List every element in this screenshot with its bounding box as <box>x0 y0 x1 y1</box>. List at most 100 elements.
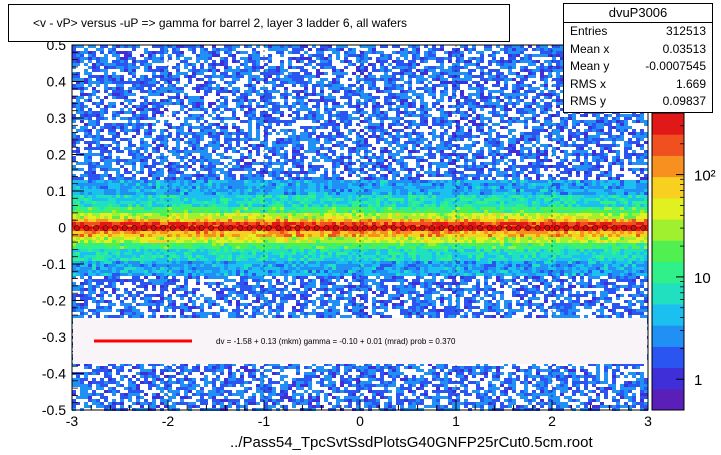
profile-point <box>438 225 445 231</box>
profile-point <box>630 225 637 231</box>
profile-point <box>141 225 147 231</box>
y-tick-label: 0.4 <box>47 74 67 90</box>
profile-point <box>419 225 426 231</box>
colorbar-tick-label: 10 <box>694 270 711 287</box>
profile-point <box>227 225 234 231</box>
profile-point <box>342 225 349 231</box>
stats-value: 1.669 <box>675 76 706 91</box>
y-tick-label: -0.5 <box>42 402 66 418</box>
profile-point <box>237 225 243 231</box>
profile-point <box>534 225 541 231</box>
profile-point <box>525 225 531 231</box>
profile-point <box>505 225 512 231</box>
profile-point <box>323 225 330 231</box>
profile-point <box>409 225 416 231</box>
y-tick-label: 0 <box>58 220 66 236</box>
chart-title: <v - vP> versus -uP => gamma for barrel … <box>8 4 510 42</box>
colorbar-step <box>652 176 684 188</box>
colorbar-step <box>652 208 684 220</box>
profile-point <box>467 225 474 231</box>
x-tick-label: 2 <box>548 413 556 429</box>
y-tick-label: 0.1 <box>47 183 67 199</box>
stats-title: dvuP3006 <box>564 4 712 23</box>
colorbar-step <box>652 240 684 252</box>
y-axis: -0.5-0.4-0.3-0.2-0.100.10.20.30.40.5 <box>42 37 84 418</box>
profile-point <box>592 225 599 231</box>
profile-point <box>333 225 339 231</box>
stats-label: RMS y <box>570 94 606 108</box>
profile-point <box>496 225 503 231</box>
y-tick-label: -0.3 <box>42 329 66 345</box>
colorbar-step <box>652 314 684 326</box>
stats-value: 0.09837 <box>662 94 706 108</box>
stats-value: 0.03513 <box>662 41 706 56</box>
stats-label: Entries <box>570 24 608 38</box>
stats-label: Mean y <box>570 59 610 73</box>
profile-point <box>131 225 138 231</box>
profile-point <box>160 225 167 231</box>
colorbar-step <box>652 346 684 358</box>
x-axis: -3 -2 -1 0 1 2 3 <box>66 45 652 429</box>
profile-point <box>486 225 493 231</box>
profile-point <box>150 225 157 231</box>
profile-point <box>112 225 119 231</box>
profile-point <box>189 225 195 231</box>
x-tick-label: 1 <box>452 413 460 429</box>
colorbar-step <box>652 229 684 241</box>
profile-point <box>246 225 253 231</box>
colorbar-step <box>652 219 684 231</box>
profile-point <box>352 225 359 231</box>
profile-point <box>544 225 551 231</box>
profile-point <box>285 225 291 231</box>
x-tick-label: 3 <box>644 413 652 429</box>
stats-value: -0.0007545 <box>645 59 706 73</box>
profile-point <box>611 225 618 231</box>
colorbar-step <box>652 282 684 294</box>
profile-point <box>621 225 627 231</box>
profile-point <box>313 225 320 231</box>
colorbar-step <box>652 123 684 135</box>
profile-point <box>563 225 570 231</box>
profile-point <box>121 225 128 231</box>
stats-row-entries: Entries 312513 <box>564 23 712 41</box>
stats-row-rms-y: RMS y 0.09837 <box>564 93 712 111</box>
profile-point <box>582 225 589 231</box>
colorbar-step <box>652 367 684 379</box>
y-tick-label: 0.2 <box>47 147 67 163</box>
stats-row-rms-x: RMS x 1.669 <box>564 76 712 94</box>
profile-point <box>448 225 455 231</box>
profile-point <box>265 225 272 231</box>
profile-point <box>217 225 224 231</box>
y-tick-label: -0.4 <box>42 366 66 382</box>
profile-point <box>93 225 99 231</box>
colorbar-step <box>652 197 684 209</box>
colorbar-step <box>652 272 684 284</box>
colorbar-tick-label: 10² <box>694 168 716 185</box>
colorbar-step <box>652 293 684 305</box>
stats-value: 312513 <box>665 24 706 38</box>
colorbar-step <box>652 144 684 156</box>
colorbar-step <box>652 335 684 347</box>
y-tick-label: -0.1 <box>42 256 66 272</box>
stats-label: RMS x <box>570 76 606 91</box>
fit-legend: dv = -1.58 + 0.13 (mkm) gamma = -0.10 + … <box>73 318 647 364</box>
profile-markers <box>72 225 648 231</box>
colorbar-step <box>652 378 684 390</box>
profile-point <box>515 225 522 231</box>
x-tick-label: -1 <box>258 413 271 429</box>
colorbar-step <box>652 303 684 316</box>
x-tick-label: 0 <box>356 413 364 429</box>
colorbar-step <box>652 356 684 369</box>
stats-row-mean-y: Mean y -0.0007545 <box>564 58 712 76</box>
x-axis-label: ../Pass54_TpcSvtSsdPlotsG40GNFP25rCut0.5… <box>230 434 593 451</box>
profile-point <box>179 225 186 231</box>
fit-label: dv = -1.58 + 0.13 (mkm) gamma = -0.10 + … <box>216 337 456 346</box>
x-tick-label: -3 <box>66 413 79 429</box>
profile-point <box>198 225 205 231</box>
colorbar-step <box>652 250 684 262</box>
profile-point <box>73 225 80 231</box>
profile-point <box>304 225 311 231</box>
profile-point <box>429 225 435 231</box>
profile-point <box>601 225 608 231</box>
colorbar-step <box>652 187 684 199</box>
